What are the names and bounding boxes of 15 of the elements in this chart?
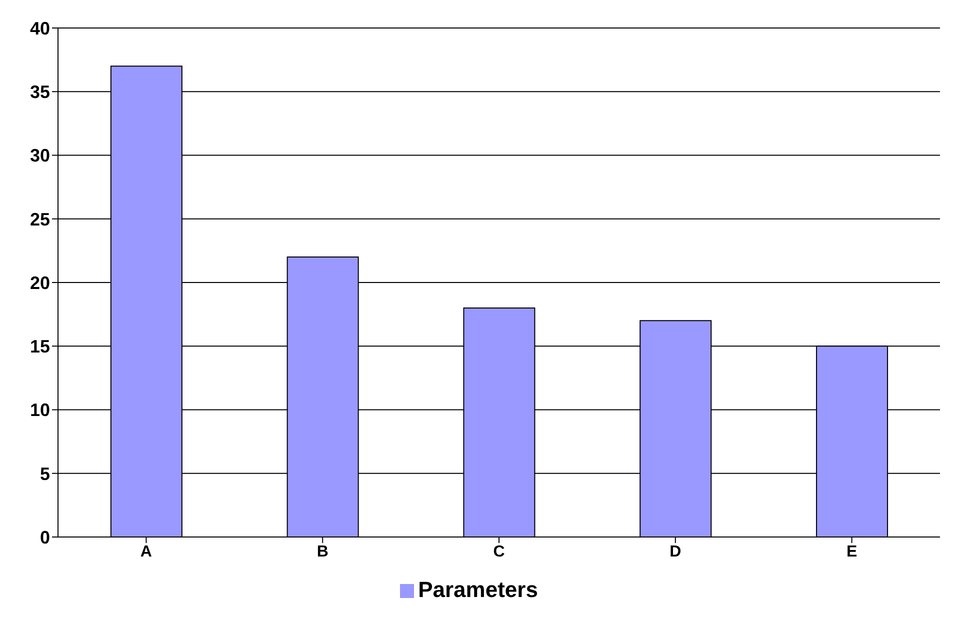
y-tick-label: 15 — [30, 336, 50, 357]
x-tick-label: A — [140, 543, 152, 560]
y-tick-label: 20 — [30, 272, 50, 293]
y-tick-label: 10 — [30, 400, 50, 420]
x-tick-label: D — [670, 543, 682, 560]
y-tick-label: 40 — [30, 18, 50, 38]
x-tick-label: B — [316, 543, 328, 560]
y-tick-label: 0 — [40, 527, 50, 548]
y-tick-label: 25 — [30, 209, 50, 230]
x-tick-label: C — [493, 543, 506, 560]
y-tick-label: 35 — [30, 82, 50, 102]
y-tick-label: 30 — [30, 146, 50, 166]
legend-label: Parameters — [418, 577, 538, 602]
x-tick-label: E — [846, 543, 858, 560]
y-tick-label: 5 — [40, 464, 50, 484]
